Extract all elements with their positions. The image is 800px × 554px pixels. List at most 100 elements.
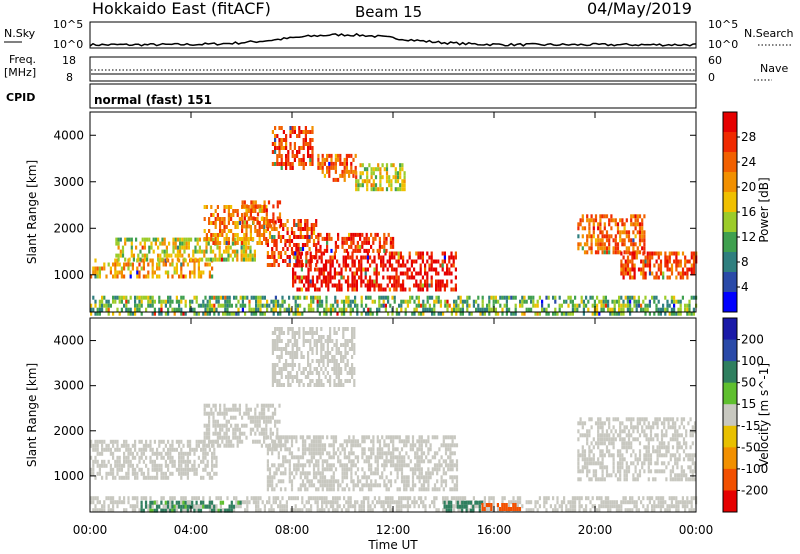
range-gate-cell (367, 307, 370, 312)
range-gate-cell (364, 255, 367, 260)
range-gate-cell (281, 496, 284, 501)
range-gate-cell (670, 263, 674, 268)
range-gate-cell (590, 417, 593, 422)
range-gate-cell (307, 383, 310, 387)
range-gate-cell (321, 443, 324, 448)
range-gate-cell (318, 267, 321, 272)
range-gate-cell (219, 241, 222, 245)
range-gate-cell (218, 245, 221, 250)
range-gate-cell (105, 463, 108, 468)
range-gate-cell (297, 487, 300, 492)
range-gate-cell (301, 508, 304, 513)
range-gate-cell (311, 158, 314, 162)
range-gate-cell (376, 248, 379, 253)
range-gate-cell (309, 283, 312, 288)
range-gate-cell (277, 451, 280, 456)
range-gate-cell (254, 439, 257, 444)
range-gate-cell (367, 248, 370, 253)
range-gate-cell (128, 257, 131, 262)
range-gate-cell (316, 496, 319, 501)
range-gate-cell (182, 295, 185, 300)
range-gate-cell (160, 303, 163, 308)
range-gate-cell (213, 303, 216, 308)
power-panel-region (292, 251, 457, 292)
range-gate-cell (312, 463, 316, 468)
range-gate-cell (371, 311, 374, 316)
range-gate-cell (285, 154, 288, 158)
range-gate-cell (178, 463, 181, 468)
range-gate-cell (293, 146, 296, 150)
range-gate-cell (284, 239, 287, 243)
range-gate-cell (115, 241, 118, 246)
range-gate-cell (118, 463, 121, 468)
range-gate-cell (291, 126, 294, 130)
range-gate-cell (642, 259, 645, 264)
range-gate-cell (400, 467, 404, 472)
range-gate-cell (404, 287, 407, 292)
range-gate-cell (120, 266, 123, 271)
range-gate-cell (160, 471, 163, 476)
range-gate-cell (150, 241, 153, 246)
range-gate-cell (594, 473, 598, 478)
range-gate-cell (641, 230, 644, 235)
range-gate-cell (107, 299, 110, 304)
range-gate-cell (301, 439, 305, 444)
range-gate-cell (403, 455, 406, 460)
y-tick-label: 1000 (53, 268, 84, 282)
range-gate-cell (258, 225, 261, 229)
range-gate-cell (278, 142, 281, 146)
range-gate-cell (451, 451, 454, 456)
range-gate-cell (331, 339, 334, 343)
range-gate-cell (257, 496, 260, 501)
range-gate-cell (464, 299, 467, 304)
range-gate-cell (134, 467, 137, 472)
range-gate-cell (444, 451, 448, 456)
range-gate-cell (345, 467, 349, 472)
range-gate-cell (117, 245, 120, 250)
range-gate-cell (366, 267, 369, 272)
range-gate-cell (457, 303, 460, 308)
range-gate-cell (664, 263, 667, 268)
range-gate-cell (367, 295, 370, 300)
range-gate-cell (449, 451, 452, 456)
range-gate-cell (302, 130, 305, 134)
range-gate-cell (259, 508, 262, 513)
range-gate-cell (475, 299, 478, 304)
range-gate-cell (255, 500, 258, 505)
range-gate-cell (258, 241, 261, 245)
range-gate-cell (426, 275, 429, 280)
range-gate-cell (341, 443, 344, 448)
range-gate-cell (232, 431, 235, 436)
range-gate-cell (282, 459, 285, 464)
range-gate-cell (411, 311, 414, 316)
range-gate-cell (599, 214, 602, 219)
range-gate-cell (693, 421, 697, 426)
range-gate-cell (455, 311, 458, 316)
range-gate-cell (370, 487, 373, 492)
range-gate-cell (622, 275, 625, 280)
range-gate-cell (247, 205, 250, 209)
range-gate-cell (125, 307, 128, 312)
range-gate-cell (156, 447, 159, 452)
range-gate-cell (309, 267, 312, 272)
range-gate-cell (343, 299, 346, 304)
range-gate-cell (129, 295, 132, 300)
range-gate-cell (145, 455, 148, 460)
range-gate-cell (202, 455, 205, 460)
range-gate-cell (241, 439, 244, 444)
range-gate-cell (630, 222, 633, 227)
range-gate-cell (385, 455, 388, 460)
range-gate-cell (281, 508, 284, 513)
range-gate-cell (622, 255, 625, 260)
range-gate-cell (396, 171, 400, 176)
range-gate-cell (275, 467, 278, 472)
range-gate-cell (332, 439, 335, 444)
range-gate-cell (320, 351, 323, 355)
range-gate-cell (449, 459, 452, 464)
range-gate-cell (279, 508, 282, 513)
range-gate-cell (389, 459, 393, 464)
range-gate-cell (245, 407, 248, 412)
range-gate-cell (228, 299, 231, 304)
range-gate-cell (256, 419, 259, 424)
range-gate-cell (459, 299, 462, 304)
